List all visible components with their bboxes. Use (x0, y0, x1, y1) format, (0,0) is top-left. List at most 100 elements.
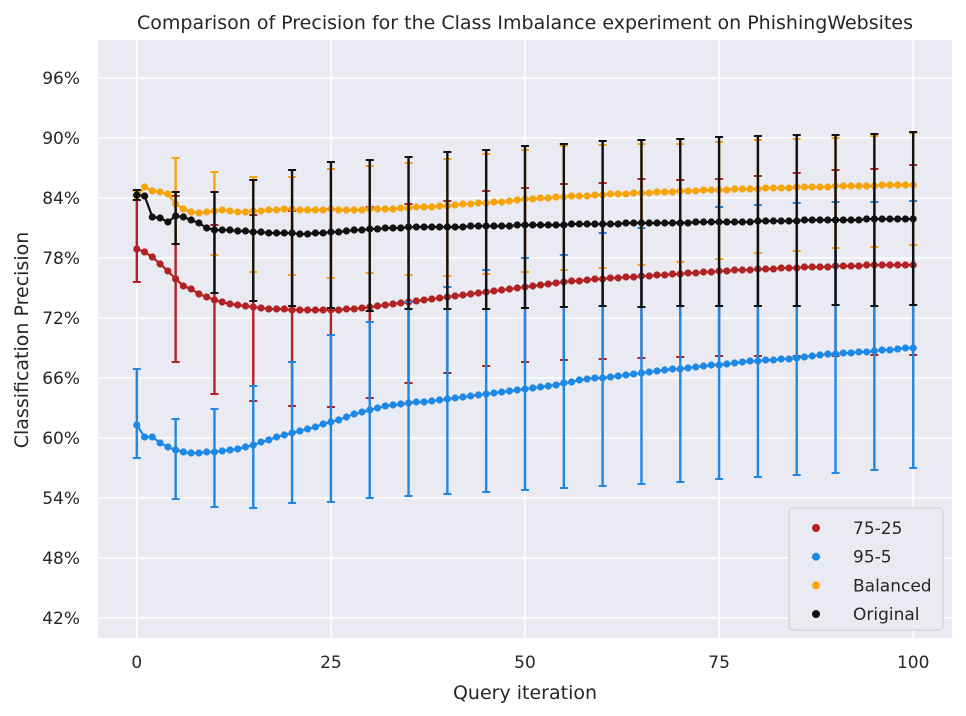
data-point (800, 183, 809, 191)
data-point (451, 201, 459, 209)
data-point (637, 369, 646, 377)
data-point (451, 223, 459, 231)
data-point (692, 269, 700, 277)
data-point (668, 365, 677, 373)
data-point (420, 203, 428, 211)
data-point (707, 268, 715, 276)
data-point (661, 219, 669, 227)
data-point (630, 219, 638, 227)
data-point (257, 304, 265, 312)
data-point (785, 355, 793, 363)
data-point (203, 293, 211, 301)
data-point (265, 436, 273, 444)
data-point (560, 221, 568, 229)
data-point (436, 294, 444, 302)
y-tick-label: 54% (42, 489, 80, 509)
data-point (606, 220, 615, 228)
data-point (723, 360, 731, 368)
data-point (839, 216, 847, 224)
data-point (498, 286, 506, 294)
data-point (187, 285, 195, 293)
data-point (498, 198, 506, 206)
data-point (443, 223, 451, 231)
data-point (265, 305, 273, 313)
x-axis-title: Query iteration (453, 682, 597, 704)
data-point (567, 378, 576, 386)
data-point (490, 389, 498, 397)
data-point (350, 305, 358, 313)
data-point (342, 206, 351, 214)
y-tick-label: 42% (42, 609, 80, 629)
data-point (241, 443, 250, 451)
data-point (731, 218, 739, 226)
data-point (210, 226, 219, 234)
y-tick-label: 84% (42, 189, 80, 209)
data-point (280, 431, 288, 439)
data-point (886, 215, 894, 223)
data-point (241, 302, 250, 310)
data-point (536, 221, 545, 229)
data-point (653, 219, 661, 227)
data-point (785, 184, 793, 192)
data-point (715, 361, 723, 369)
data-point (148, 253, 156, 261)
data-point (272, 229, 281, 237)
data-point (870, 347, 878, 355)
data-point (575, 277, 583, 285)
data-point (366, 225, 374, 233)
data-point (187, 208, 195, 216)
data-point (210, 296, 219, 304)
data-point (808, 183, 816, 191)
data-point (637, 219, 646, 227)
data-point (311, 229, 319, 237)
error-bar (210, 408, 219, 508)
data-point (203, 224, 211, 232)
data-point (863, 348, 871, 356)
error-bar (132, 368, 141, 459)
data-point (731, 266, 739, 274)
data-point (583, 375, 591, 383)
data-point (404, 399, 413, 407)
data-point (148, 187, 156, 195)
data-point (699, 218, 708, 226)
data-point (234, 445, 242, 453)
data-point (226, 226, 234, 234)
data-point (420, 223, 428, 231)
error-bar (171, 418, 180, 500)
data-point (529, 282, 537, 290)
data-point (459, 223, 467, 231)
data-point (241, 227, 250, 235)
data-point (606, 190, 615, 198)
data-point (583, 276, 591, 284)
data-point (894, 181, 902, 189)
data-point (133, 191, 141, 199)
data-point (288, 229, 296, 237)
x-tick-label: 0 (131, 653, 142, 673)
data-point (513, 284, 521, 292)
data-point (195, 290, 203, 298)
chart-title: Comparison of Precision for the Class Im… (137, 12, 913, 34)
y-axis-title: Classification Precision (11, 232, 33, 449)
data-point (800, 263, 809, 271)
data-point (428, 203, 436, 211)
data-point (272, 433, 281, 441)
data-point (599, 220, 607, 228)
data-point (746, 266, 754, 274)
data-point (544, 194, 552, 202)
data-point (428, 295, 436, 303)
data-point (808, 216, 816, 224)
data-point (738, 218, 746, 226)
data-point (707, 361, 715, 369)
data-point (684, 187, 692, 195)
tick-labels: 42% 48% 54% 60% 66% 72% 78% 84% 90% 96% 0 25 50 75 100 (42, 69, 929, 673)
data-point (335, 206, 343, 214)
data-point (358, 206, 366, 214)
error-bar (249, 179, 258, 302)
data-point (699, 268, 708, 276)
data-point (482, 222, 490, 230)
data-point (234, 301, 242, 309)
data-point (645, 272, 653, 280)
data-point (878, 346, 886, 354)
data-point (738, 185, 746, 193)
data-point (474, 222, 483, 230)
